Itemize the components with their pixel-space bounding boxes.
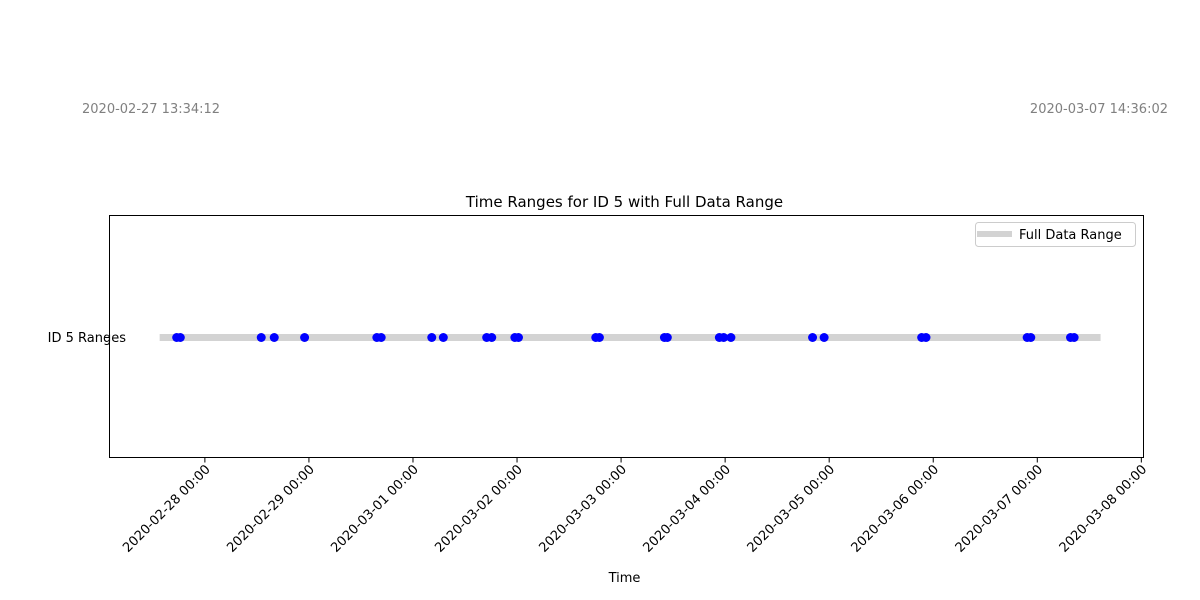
x-tick-label: 2020-03-06 00:00 (849, 462, 942, 555)
chart-title: Time Ranges for ID 5 with Full Data Rang… (465, 193, 783, 211)
range-point (719, 333, 729, 342)
range-point (300, 333, 310, 342)
y-tick-label: ID 5 Ranges (48, 331, 127, 346)
x-tick-label: 2020-03-03 00:00 (536, 462, 629, 555)
legend: Full Data Range (975, 222, 1136, 247)
range-point (376, 333, 386, 342)
range-point (256, 333, 266, 342)
x-tick-label: 2020-03-04 00:00 (641, 462, 734, 555)
range-point (808, 333, 818, 342)
end-time-annotation: 2020-03-07 14:36:02 (1029, 102, 1168, 117)
x-tick-label: 2020-03-05 00:00 (745, 462, 838, 555)
x-tick-label: 2020-03-07 00:00 (953, 462, 1046, 555)
legend-label-full-range: Full Data Range (1019, 228, 1122, 243)
range-point (1069, 333, 1079, 342)
range-point (438, 333, 448, 342)
range-point (513, 333, 523, 342)
range-point (921, 333, 931, 342)
x-axis-label: Time (608, 571, 641, 586)
plot-area-frame (109, 215, 1144, 458)
x-tick-label: 2020-02-28 00:00 (120, 462, 213, 555)
x-tick-label: 2020-03-01 00:00 (328, 462, 421, 555)
range-point (662, 333, 672, 342)
range-point (726, 333, 736, 342)
range-point (487, 333, 497, 342)
range-point (1026, 333, 1036, 342)
x-tick-label: 2020-03-08 00:00 (1057, 462, 1150, 555)
start-time-annotation: 2020-02-27 13:34:12 (82, 102, 221, 117)
x-tick-label: 2020-03-02 00:00 (432, 462, 525, 555)
range-point (427, 333, 437, 342)
range-point (819, 333, 829, 342)
range-point (594, 333, 604, 342)
legend-box (975, 222, 1136, 247)
range-point (269, 333, 279, 342)
range-point (175, 333, 185, 342)
x-tick-label: 2020-02-29 00:00 (224, 462, 317, 555)
